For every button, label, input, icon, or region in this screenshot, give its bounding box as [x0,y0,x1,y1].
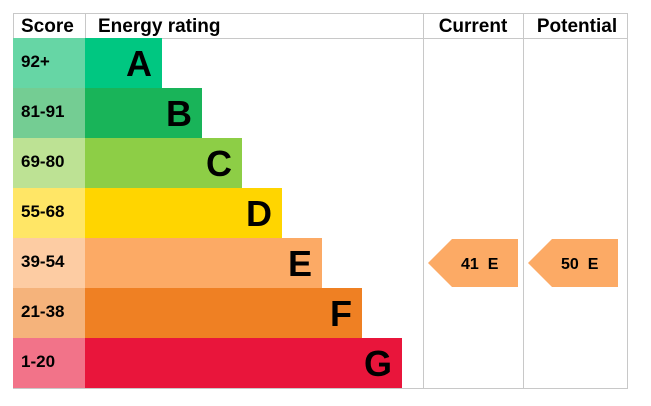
score-label-g: 1-20 [21,352,55,371]
rating-bar-f [85,288,362,338]
rating-letter-b: B [166,93,192,134]
potential-header: Potential [537,16,617,37]
rating-bar-c [85,138,242,188]
score-label-d: 55-68 [21,202,64,221]
score-header: Score [21,16,74,37]
rating-letter-a: A [126,43,152,84]
rating-letter-c: C [206,143,232,184]
score-cell-b [13,88,85,138]
current-header: Current [439,16,508,37]
rating-bar-d [85,188,282,238]
score-label-b: 81-91 [21,102,64,121]
score-label-e: 39-54 [21,252,65,271]
score-cell-f [13,288,85,338]
score-label-a: 92+ [21,52,50,71]
rating-bar-a [85,38,162,88]
rating-bar-g [85,338,402,388]
score-cell-c [13,138,85,188]
energy-rating-header: Energy rating [98,16,220,37]
rating-letter-g: G [364,343,392,384]
score-cell-d [13,188,85,238]
rating-letter-f: F [330,293,352,334]
potential-rating-label: 50 E [561,256,599,273]
rating-bands: 92+ A 81-91 B 69-80 C 55-68 D 39-54 E 21-38 F 1-20 G [13,38,402,388]
score-cell-a [13,38,85,88]
potential-rating-arrow [528,239,618,287]
rating-markers: 41 E 50 E [428,239,618,287]
score-label-f: 21-38 [21,302,64,321]
rating-bar-b [85,88,202,138]
rating-letter-e: E [288,243,312,284]
current-rating-label: 41 E [461,256,499,273]
rating-letter-d: D [246,193,272,234]
score-cell-g [13,338,85,388]
rating-bar-e [85,238,322,288]
score-label-c: 69-80 [21,152,64,171]
score-cell-e [13,238,85,288]
current-rating-arrow [428,239,518,287]
